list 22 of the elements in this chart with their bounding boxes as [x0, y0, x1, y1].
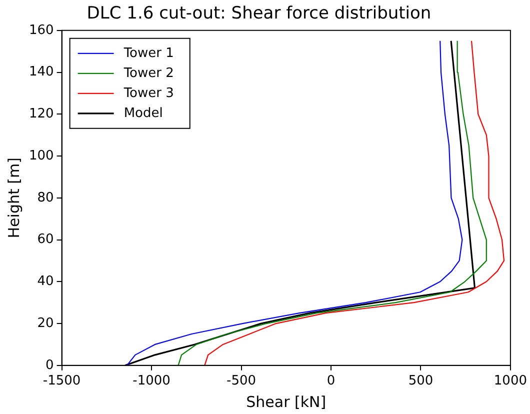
legend-label: Tower 1 — [122, 46, 174, 61]
legend-label: Tower 2 — [122, 66, 174, 81]
y-tick-label: 0 — [46, 358, 54, 373]
y-tick-label: 120 — [28, 106, 54, 122]
x-tick-label: -1500 — [42, 374, 81, 389]
x-tick-label: -1000 — [132, 374, 170, 389]
y-tick-label: 140 — [28, 64, 54, 80]
x-tick-label: 1000 — [494, 374, 528, 389]
y-tick-label: 100 — [28, 148, 54, 164]
y-tick-label: 60 — [37, 232, 54, 248]
y-tick-label: 160 — [28, 22, 54, 38]
x-axis-title: Shear [kN] — [246, 392, 326, 411]
y-axis-title: Height [m] — [4, 158, 23, 238]
y-tick-label: 40 — [37, 274, 54, 290]
x-tick-label: 0 — [326, 374, 336, 389]
chart-title: DLC 1.6 cut-out: Shear force distribution — [86, 4, 432, 24]
y-tick-label: 80 — [37, 190, 54, 206]
legend-label: Model — [124, 106, 163, 121]
x-tick-label: -500 — [226, 374, 256, 389]
legend-label: Tower 3 — [122, 86, 174, 101]
y-tick-label: 20 — [37, 316, 54, 331]
x-tick-label: 500 — [408, 374, 434, 389]
